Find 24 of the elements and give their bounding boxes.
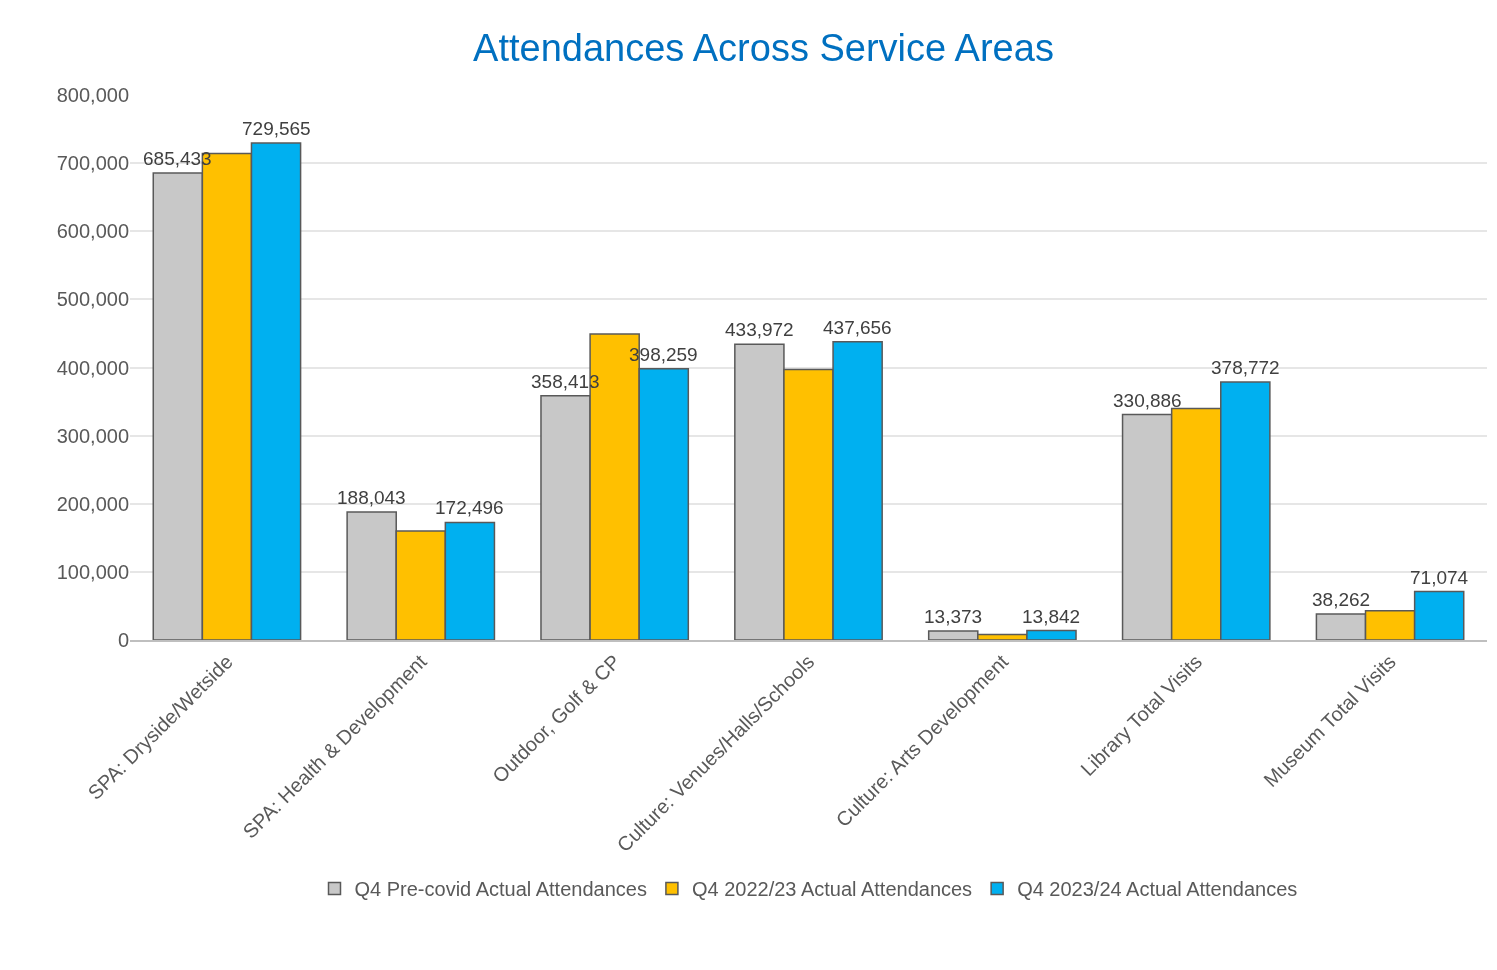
- y-tick-label: 800,000: [56, 84, 129, 106]
- legend-label: Q4 2022/23 Actual Attendances: [691, 878, 973, 901]
- data-label: 378,772: [1211, 357, 1280, 378]
- data-label: 188,043: [337, 487, 406, 508]
- data-label: 437,656: [823, 317, 892, 338]
- y-tick-label: 100,000: [56, 560, 129, 583]
- y-tick-label: 600,000: [56, 220, 129, 243]
- data-label: 13,373: [924, 606, 983, 627]
- data-label: 71,074: [1410, 567, 1469, 588]
- y-tick-label: 300,000: [56, 424, 129, 447]
- y-tick-label: 0: [117, 629, 129, 651]
- y-tick-label: 500,000: [56, 288, 129, 311]
- data-label: 433,972: [725, 319, 794, 340]
- legend-label: Q4 2023/24 Actual Attendances: [1017, 878, 1298, 901]
- y-tick-label: 700,000: [56, 152, 129, 175]
- chart-title: Attendances Across Service Areas: [473, 26, 1054, 69]
- y-tick-label: 400,000: [56, 356, 129, 379]
- data-label: 13,842: [1022, 606, 1081, 627]
- legend-label: Q4 Pre-covid Actual Attendances: [354, 878, 647, 901]
- data-label: 38,262: [1312, 589, 1371, 610]
- data-label: 330,886: [1113, 390, 1182, 411]
- data-label: 729,565: [242, 118, 311, 139]
- data-label: 172,496: [435, 497, 504, 518]
- y-tick-label: 200,000: [56, 492, 129, 515]
